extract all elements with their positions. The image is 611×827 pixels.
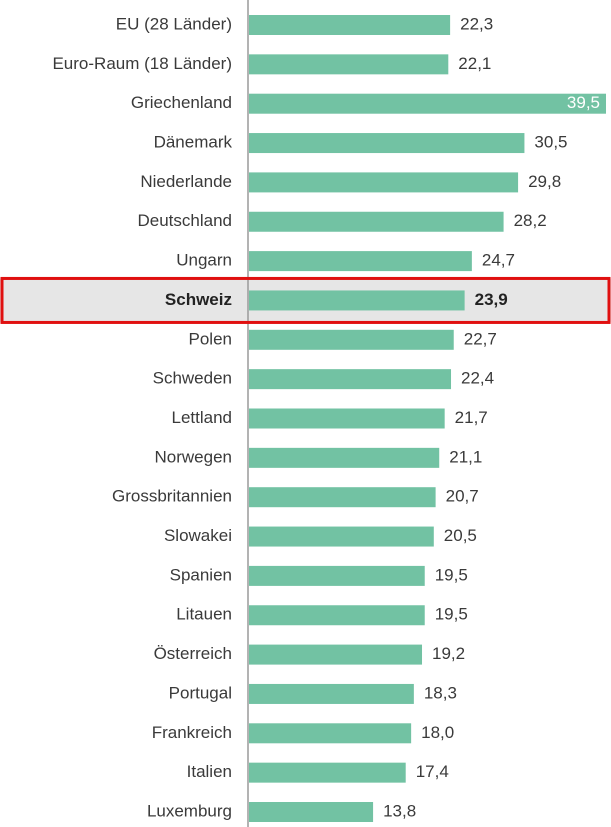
value-label: 22,1 [458,54,491,73]
value-label: 17,4 [416,762,449,781]
highlight-frame [0,276,611,324]
value-label: 39,5 [567,93,600,112]
value-label: 19,2 [432,644,465,663]
value-label: 22,7 [464,329,497,348]
value-label: 19,5 [435,565,468,584]
bar [249,762,406,783]
category-label: Griechenland [131,93,232,112]
category-label: Schweden [153,369,232,388]
category-label: Polen [189,329,232,348]
bar [249,447,440,468]
bar [249,290,465,311]
bar [249,133,525,154]
bar [249,369,452,390]
bar [249,565,425,586]
value-label: 21,7 [455,408,488,427]
value-label: 20,7 [446,487,479,506]
category-label: Deutschland [137,211,232,230]
bar [249,329,454,350]
bar [249,408,445,429]
bar [249,526,434,547]
category-label: Lettland [172,408,233,427]
bar [249,251,472,272]
category-label: Österreich [154,644,232,663]
value-label: 28,2 [514,211,547,230]
value-label: 30,5 [534,133,567,152]
category-label: Schweiz [165,290,232,309]
category-label: Italien [187,762,232,781]
category-label: Grossbritannien [112,487,232,506]
category-label: Norwegen [155,447,233,466]
category-label: EU (28 Länder) [116,14,232,33]
value-label: 13,8 [383,801,416,820]
value-label: 19,5 [435,605,468,624]
category-label: Luxemburg [147,801,232,820]
bar [249,487,436,508]
category-label: Slowakei [164,526,232,545]
bar [249,644,423,665]
value-label: 24,7 [482,251,515,270]
category-label: Portugal [169,683,232,702]
bar [249,172,519,193]
bar [249,683,414,704]
category-label: Dänemark [154,133,233,152]
value-label: 22,4 [461,369,494,388]
value-label: 18,0 [421,723,454,742]
bar [249,605,425,626]
value-label: 18,3 [424,683,457,702]
category-label: Ungarn [176,251,232,270]
bar [249,15,451,35]
category-label: Spanien [170,565,232,584]
bar [249,723,412,744]
category-label: Frankreich [152,723,232,742]
bar [249,802,374,822]
bar [249,211,504,232]
bar [249,54,449,75]
value-label: 29,8 [528,172,561,191]
category-label: Euro-Raum (18 Länder) [52,54,232,73]
value-label: 22,3 [460,14,493,33]
value-label: 21,1 [449,447,482,466]
category-label: Litauen [176,605,232,624]
value-label: 23,9 [475,290,508,309]
value-label: 20,5 [444,526,477,545]
bar [249,93,606,114]
category-label: Niederlande [140,172,232,191]
